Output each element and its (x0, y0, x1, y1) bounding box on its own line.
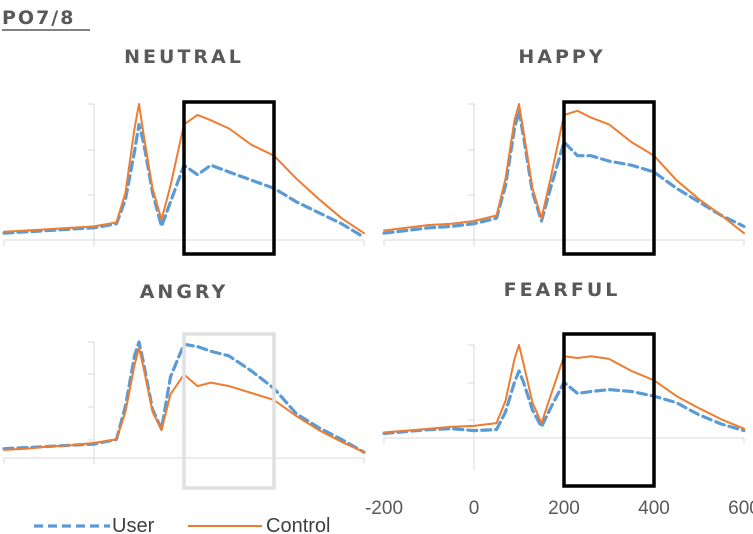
panel-neutral: NEUTRAL (2, 46, 366, 256)
legend: User Control (34, 515, 330, 534)
x-tick-label: -200 (365, 498, 403, 519)
time-window-box (562, 332, 656, 488)
legend-label-control: Control (266, 515, 330, 534)
series-line-control (3, 346, 365, 454)
series-line-user (382, 109, 746, 235)
electrode-label: PO7/8 (2, 7, 75, 29)
legend-label-user: User (112, 515, 155, 534)
x-tick-label: 0 (469, 498, 480, 519)
panel-fearful: FEARFUL (382, 279, 746, 488)
x-tick-label: 600 (728, 498, 753, 519)
panel-title-angry: ANGRY (140, 281, 229, 303)
time-window-box (182, 100, 276, 256)
panel-happy: HAPPY (382, 46, 746, 256)
time-window-box (182, 332, 276, 490)
series-line-user (382, 369, 746, 435)
series-line-control (383, 344, 745, 434)
panel-title-fearful: FEARFUL (504, 279, 621, 301)
panels: NEUTRAL HAPPY ANGRY FEARFUL (2, 46, 746, 490)
panel-angry: ANGRY (2, 281, 366, 490)
x-axis-tick-labels: -200 0 200 400 600 (365, 498, 753, 519)
series-line-control (3, 103, 365, 235)
x-tick-label: 400 (638, 498, 670, 519)
x-tick-label: 200 (548, 498, 580, 519)
panel-title-neutral: NEUTRAL (124, 46, 244, 68)
series-line-user (2, 122, 366, 239)
series-line-control (383, 103, 745, 235)
panel-title-happy: HAPPY (518, 46, 605, 68)
time-window-box (562, 100, 656, 256)
